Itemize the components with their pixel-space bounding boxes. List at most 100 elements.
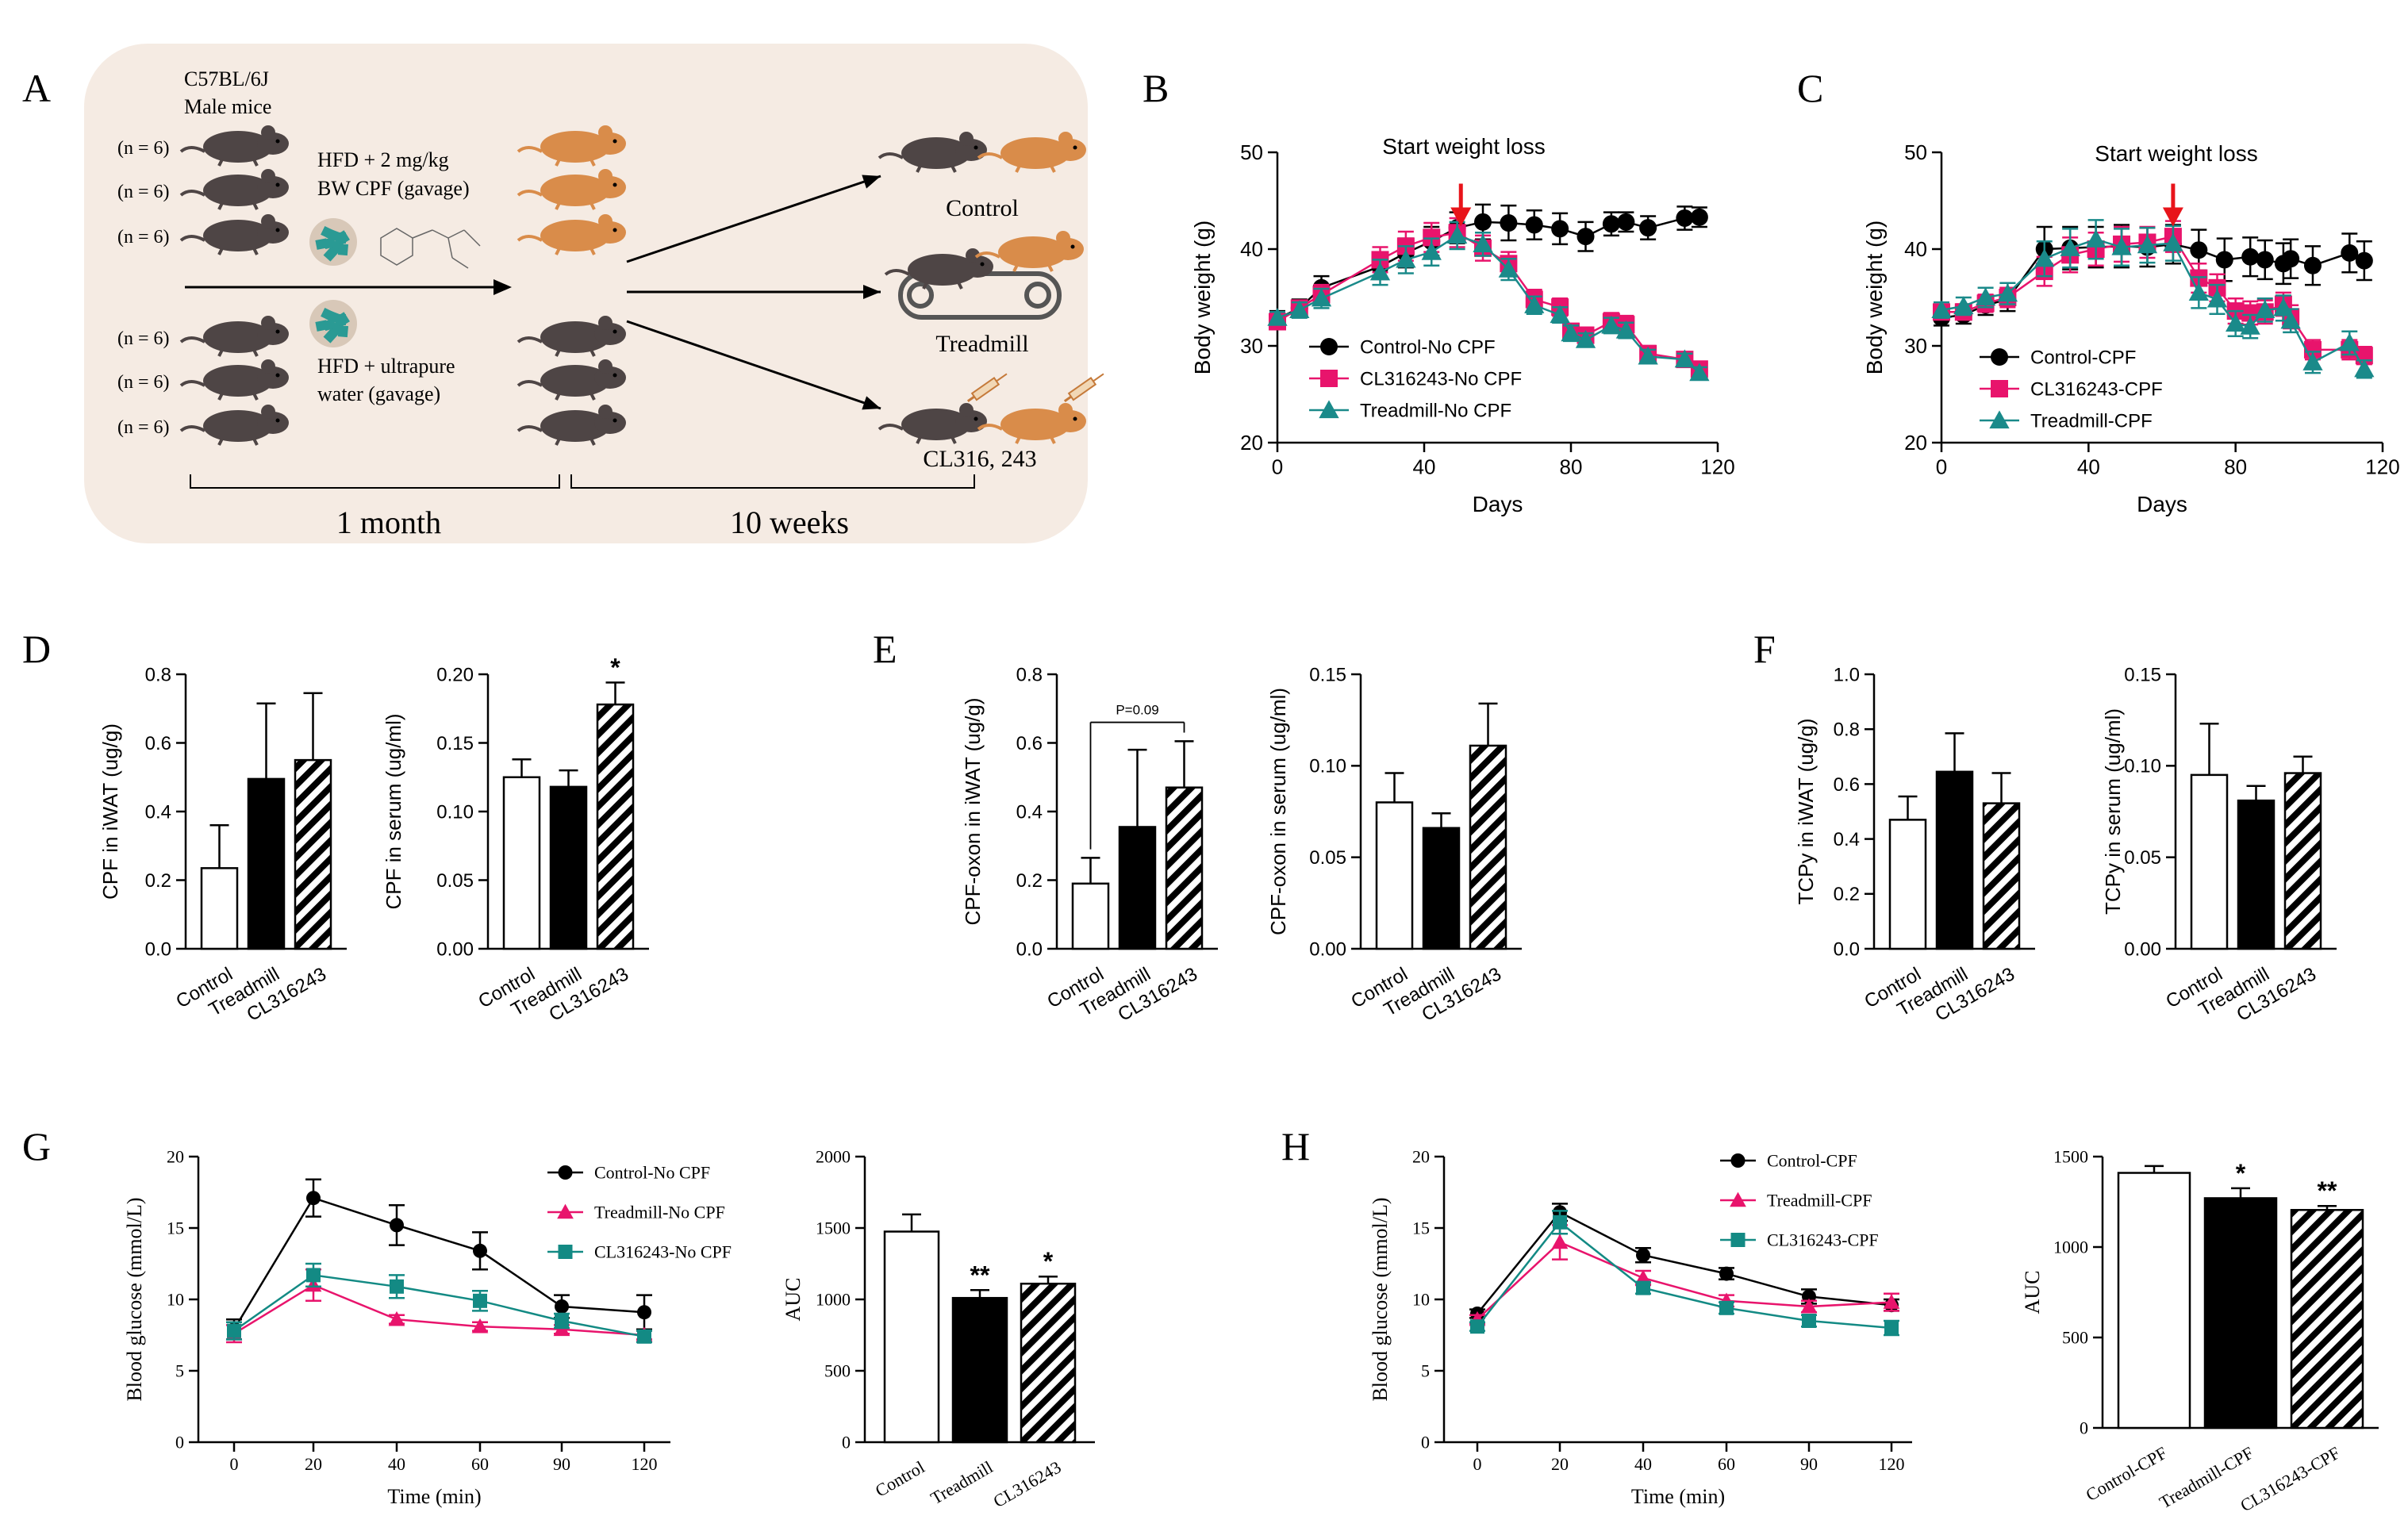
legend-marker — [1320, 338, 1338, 355]
legend-marker — [558, 1245, 573, 1259]
y-tick-label: 0.0 — [145, 938, 171, 960]
y-tick-label: 2000 — [816, 1147, 851, 1167]
mouse-leg — [1015, 436, 1021, 444]
panel-A: A C57BL/6J Male mice (n = 6) (n = 6) (n = 6) (… — [22, 44, 1104, 543]
chart-G1: 0 5 10 15 20 0 20 40 60 90 120 Time (min) Blood gluc… — [22, 1124, 732, 1508]
mouse-ear — [261, 405, 275, 419]
x-tick-label: 40 — [1634, 1454, 1652, 1474]
mouse-icon — [179, 169, 289, 210]
n-label: (n = 6) — [117, 138, 170, 159]
data-point-Control-No CPF — [1525, 216, 1543, 234]
y-tick-label: 1500 — [816, 1218, 851, 1238]
data-point-Treadmill-CPF — [2206, 289, 2228, 308]
data-point-Treadmill-No CPF — [1289, 300, 1310, 318]
mouse-tail — [878, 424, 904, 431]
mouse-body — [901, 137, 971, 169]
mouse-leg — [951, 165, 957, 173]
legend-label: Treadmill-CPF — [1767, 1191, 1872, 1211]
mouse-body — [901, 409, 971, 440]
data-point-Control-No CPF — [1602, 215, 1620, 233]
mouse-icon — [179, 405, 289, 446]
mouse-ear — [598, 316, 613, 330]
data-point-Treadmill-No CPF — [1575, 330, 1596, 348]
y-tick-label: 500 — [2062, 1328, 2088, 1348]
significance-label: * — [610, 653, 620, 681]
x-category-label: Control — [872, 1457, 928, 1501]
y-tick-label: 500 — [824, 1361, 851, 1381]
mouse-ear — [598, 405, 613, 419]
bar-Treadmill — [1935, 770, 1974, 950]
syringe-needle — [996, 373, 1008, 382]
data-point-Treadmill-No CPF — [1561, 323, 1581, 342]
bar-Treadmill-CPF — [2203, 1197, 2278, 1429]
mouse-leg — [217, 159, 224, 167]
mouse-leg — [555, 248, 561, 255]
data-point-Control-No CPF — [1617, 213, 1635, 231]
y-tick-label: 1000 — [816, 1290, 851, 1310]
n-label: (n = 6) — [117, 227, 170, 248]
mouse-tail — [179, 146, 205, 153]
sex-label: Male mice — [184, 95, 271, 118]
mouse-body — [540, 131, 610, 163]
bond — [463, 229, 481, 247]
mouse-ear — [1058, 403, 1073, 417]
legend-label: Control-CPF — [1767, 1151, 1857, 1171]
y-tick-label: 15 — [1412, 1218, 1430, 1238]
hfd-water-label: water (gavage) — [317, 382, 440, 405]
mouse-eye — [613, 182, 617, 187]
data-point-Treadmill-CPF — [1997, 283, 2018, 302]
data-point-Control-No CPF — [1474, 213, 1492, 231]
y-tick-label: 0.00 — [1309, 938, 1346, 960]
arrow-head — [494, 279, 512, 295]
mouse-leg — [590, 438, 596, 446]
data-point-Treadmill-No CPF — [1524, 295, 1545, 313]
data-point-Treadmill-No CPF — [1396, 249, 1416, 268]
bar-Treadmill — [1118, 826, 1157, 950]
y-tick-label: 0 — [175, 1433, 184, 1452]
data-point-Treadmill-CPF — [1551, 1234, 1569, 1249]
data-point-Treadmill-CPF — [2034, 248, 2055, 267]
mouse-ear — [959, 403, 974, 417]
mouse-eye — [275, 418, 280, 423]
data-point-Treadmill-CPF — [2280, 310, 2301, 329]
panel-letter: D — [22, 627, 51, 671]
mouse-body — [540, 365, 610, 397]
data-point-Treadmill-No CPF — [1689, 363, 1710, 382]
data-point-Treadmill-CPF — [1931, 300, 1952, 318]
y-tick-label: 0.8 — [145, 664, 171, 685]
y-tick-label: 30 — [1240, 334, 1263, 358]
y-tick-label: 0 — [2080, 1418, 2088, 1438]
data-point-Control-CPF — [1636, 1248, 1650, 1263]
y-tick-label: 0.10 — [2124, 756, 2161, 777]
mouse-leg — [252, 349, 259, 357]
mouse-leg — [217, 202, 224, 210]
data-point-CL316243-CPF — [1470, 1319, 1484, 1334]
mouse-eye — [974, 416, 978, 421]
data-point-Treadmill-CPF — [2240, 316, 2260, 335]
data-point-Control-No CPF — [390, 1218, 404, 1233]
data-point-Treadmill-CPF — [2163, 233, 2183, 251]
syringe-needle — [1093, 373, 1104, 382]
y-tick-label: 20 — [1240, 431, 1263, 455]
legend-label: CL316243-No CPF — [1360, 368, 1522, 390]
pellet-particle — [321, 226, 335, 240]
legend-marker — [1989, 410, 2010, 429]
mouse-body — [540, 175, 610, 206]
mouse-leg — [590, 248, 596, 255]
data-point-Control-No CPF — [1639, 219, 1657, 237]
chart-H1: 0 5 10 15 20 0 20 40 60 90 120 Time (min) Blood gluc… — [1281, 1124, 1912, 1508]
mouse-body — [1000, 409, 1070, 440]
mouse-body — [203, 175, 273, 206]
data-point-CL316243-No CPF — [227, 1323, 241, 1338]
mouse-icon — [179, 359, 289, 401]
data-point-Treadmill-No CPF — [1369, 262, 1391, 281]
chart-B: 20 30 40 50 0 40 80 120 Days Body weight (g) Contr… — [1143, 66, 1735, 516]
x-tick-label: 0 — [1473, 1454, 1482, 1474]
arrow-head — [863, 285, 881, 299]
x-axis-label: Days — [1473, 492, 1523, 516]
data-point-CL316243-CPF — [1553, 1215, 1567, 1230]
mouse-ear — [261, 125, 275, 140]
data-point-Treadmill-CPF — [2273, 297, 2294, 317]
mouse-eye — [1070, 244, 1075, 249]
